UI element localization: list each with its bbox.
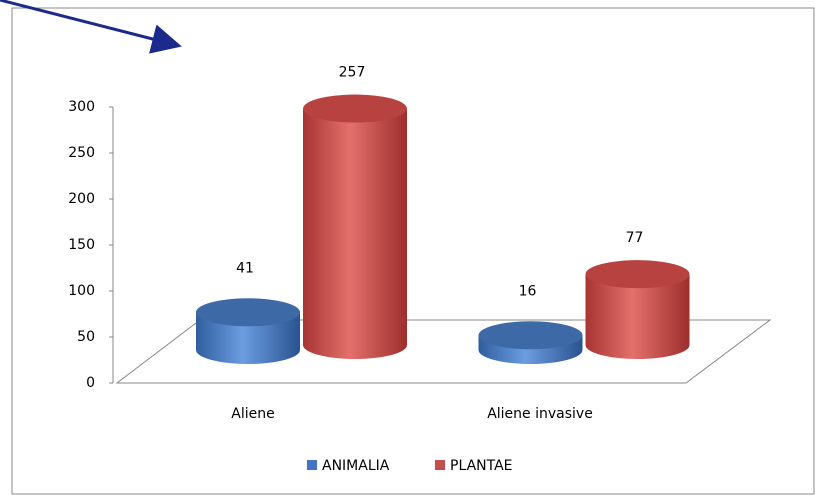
y-tick-label: 0	[86, 375, 95, 391]
bar-top	[478, 321, 583, 350]
data-label: 16	[519, 283, 537, 299]
y-tick-label: 250	[68, 145, 95, 161]
bar-top	[303, 94, 407, 123]
bar	[585, 274, 690, 360]
y-tick-label: 100	[68, 283, 95, 299]
bar	[303, 108, 407, 359]
bar-top	[585, 260, 690, 289]
data-label: 257	[339, 65, 366, 81]
y-tick-label: 50	[77, 329, 95, 345]
legend-swatch	[307, 460, 317, 470]
bar-top	[196, 298, 300, 327]
bar	[196, 312, 300, 364]
x-tick-label: Aliene	[231, 406, 274, 422]
x-tick-label: Aliene invasive	[487, 406, 593, 422]
legend-swatch	[435, 460, 445, 470]
y-tick-label: 300	[68, 99, 95, 115]
y-tick-label: 200	[68, 191, 95, 207]
y-tick-label: 150	[68, 237, 95, 253]
data-label: 77	[626, 230, 644, 246]
annotation-arrow	[0, 0, 182, 54]
chart-border	[11, 7, 815, 495]
legend-label: PLANTAE	[450, 458, 513, 474]
legend-label: ANIMALIA	[322, 458, 390, 474]
data-label: 41	[236, 260, 254, 276]
